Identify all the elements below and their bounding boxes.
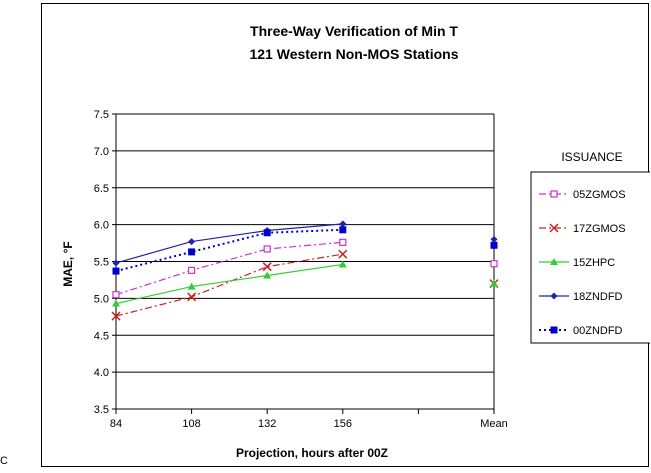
point-18ZNDFD-1 xyxy=(188,238,196,246)
point-15ZHPC-3 xyxy=(338,260,347,268)
chart-svg: Three-Way Verification of Min T 121 West… xyxy=(61,23,650,460)
legend-title: ISSUANCE xyxy=(561,150,622,164)
point-18ZNDFD-3 xyxy=(339,220,347,228)
point-17ZGMOS-2 xyxy=(262,262,272,272)
legend-items: 05ZGMOS 17ZGMOS 15ZHPC 18ZNDFD 00ZNDFD xyxy=(539,189,626,337)
legend-label-05ZGMOS: 05ZGMOS xyxy=(573,189,626,201)
x-tick-label-2: 132 xyxy=(258,418,276,430)
y-tick-label-2: 4.5 xyxy=(94,330,109,342)
point-15ZHPC-mean xyxy=(490,279,498,287)
grid-layer xyxy=(116,113,494,410)
point-00ZNDFD-0 xyxy=(112,267,120,275)
legend-label-15ZHPC: 15ZHPC xyxy=(573,257,615,269)
point-00ZNDFD-mean xyxy=(490,241,498,249)
point-15ZHPC-2 xyxy=(263,271,272,279)
point-00ZNDFD-2 xyxy=(263,229,271,237)
point-05ZGMOS-0 xyxy=(112,291,120,299)
point-17ZGMOS-1 xyxy=(187,292,197,302)
point-15ZHPC-0 xyxy=(112,299,120,307)
point-17ZGMOS-0 xyxy=(111,311,121,321)
y-tick-label-7: 7.0 xyxy=(94,146,109,158)
legend-label-00ZNDFD: 00ZNDFD xyxy=(573,325,623,337)
y-tick-label-0: 3.5 xyxy=(94,404,109,416)
x-tick-label-0: 84 xyxy=(110,418,122,430)
y-tick-label-3: 5.0 xyxy=(94,293,109,305)
series-line-17ZGMOS xyxy=(115,253,343,317)
x-tick-label-3: 156 xyxy=(334,418,352,430)
point-15ZHPC-1 xyxy=(187,282,196,290)
point-05ZGMOS-1 xyxy=(188,266,196,274)
legend: ISSUANCE 05ZGMOS 17ZGMOS 15ZHPC 18ZNDFD 00ZN… xyxy=(530,150,650,344)
series-line-18ZNDFD xyxy=(115,223,343,264)
chart-title: Three-Way Verification of Min T xyxy=(250,23,458,39)
point-05ZGMOS-2 xyxy=(263,245,271,253)
chart-frame: Three-Way Verification of Min T 121 West… xyxy=(41,3,650,467)
y-tick-label-5: 6.0 xyxy=(94,220,109,232)
point-18ZNDFD-0 xyxy=(112,259,120,267)
legend-marker-17ZGMOS xyxy=(549,223,559,233)
point-18ZNDFD-mean xyxy=(490,235,498,243)
x-tick-label-5: Mean xyxy=(480,418,508,430)
legend-marker-18ZNDFD xyxy=(550,292,558,300)
point-17ZGMOS-3 xyxy=(338,249,348,259)
y-tick-label-6: 6.5 xyxy=(94,183,109,195)
legend-label-17ZGMOS: 17ZGMOS xyxy=(573,223,626,235)
x-tick-label-1: 108 xyxy=(182,418,200,430)
series-line-05ZGMOS xyxy=(115,241,343,296)
axis-layer: 3.5 4.0 4.5 5.0 5.5 6.0 6.5 7.0 7.5 84 108 132 156 Me… xyxy=(94,109,508,430)
legend-box xyxy=(530,171,650,344)
series-line-15ZHPC xyxy=(115,263,343,305)
y-tick-label-4: 5.5 xyxy=(94,257,109,269)
chart-subtitle: 121 Western Non-MOS Stations xyxy=(249,46,458,62)
legend-label-18ZNDFD: 18ZNDFD xyxy=(573,291,623,303)
corner-mark: C xyxy=(0,455,8,467)
y-tick-label-8: 7.5 xyxy=(94,109,109,121)
y-axis-label: MAE, °F xyxy=(61,241,75,286)
y-tick-label-1: 4.0 xyxy=(94,367,109,379)
legend-marker-00ZNDFD xyxy=(550,326,558,334)
legend-marker-15ZHPC xyxy=(550,258,558,265)
point-05ZGMOS-mean xyxy=(490,260,498,268)
point-00ZNDFD-3 xyxy=(339,226,347,234)
x-axis-label: Projection, hours after 00Z xyxy=(236,446,388,460)
legend-marker-05ZGMOS xyxy=(550,190,558,198)
point-05ZGMOS-3 xyxy=(339,238,347,246)
series-line-00ZNDFD xyxy=(115,228,343,273)
point-00ZNDFD-1 xyxy=(188,248,196,256)
series-layer xyxy=(111,220,499,321)
